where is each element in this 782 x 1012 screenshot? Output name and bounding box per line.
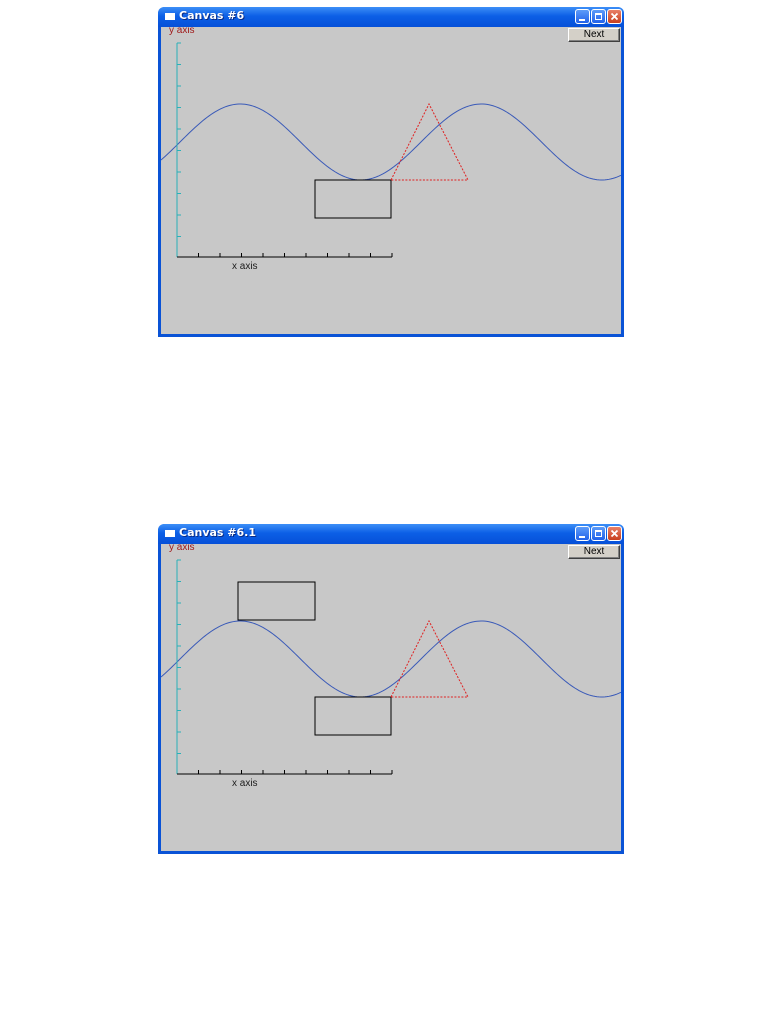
sine-curve [161,620,621,698]
drawing-canvas [161,42,621,258]
rectangle-shape [314,696,392,736]
x-axis-ticks [198,770,393,774]
close-button[interactable] [607,9,622,24]
canvas-window-1: Canvas #6 y axis x axis Next [158,7,624,337]
y-axis-ticks [177,559,181,754]
x-axis-label: x axis [232,778,258,789]
window-icon [165,530,175,537]
y-axis-label: y axis [169,27,195,36]
canvas-window-2: Canvas #6.1 y axis x axis Next [158,524,624,854]
x-axis-ticks [198,253,393,257]
rectangle-shape [314,179,392,219]
close-icon [610,529,619,538]
y-axis-label: y axis [169,544,195,553]
triangle-shape [390,619,469,698]
drawing-canvas [161,559,621,775]
close-icon [610,12,619,21]
minimize-icon [579,19,585,21]
upper-rectangle-shape [237,581,316,621]
y-axis-ticks [177,42,181,237]
close-button[interactable] [607,526,622,541]
canvas-area[interactable]: y axis x axis Next [161,27,621,334]
canvas-area[interactable]: y axis x axis Next [161,544,621,851]
window-title: Canvas #6.1 [179,526,256,539]
maximize-icon [595,530,602,537]
next-button[interactable]: Next [568,28,620,42]
triangle-shape [390,102,469,181]
maximize-button[interactable] [591,526,606,541]
minimize-button[interactable] [575,9,590,24]
x-axis-label: x axis [232,261,258,272]
title-bar[interactable]: Canvas #6 [158,7,624,27]
window-icon [165,13,175,20]
maximize-button[interactable] [591,9,606,24]
minimize-button[interactable] [575,526,590,541]
maximize-icon [595,13,602,20]
title-bar[interactable]: Canvas #6.1 [158,524,624,544]
minimize-icon [579,536,585,538]
window-title: Canvas #6 [179,9,245,22]
next-button[interactable]: Next [568,545,620,559]
sine-curve [161,103,621,181]
